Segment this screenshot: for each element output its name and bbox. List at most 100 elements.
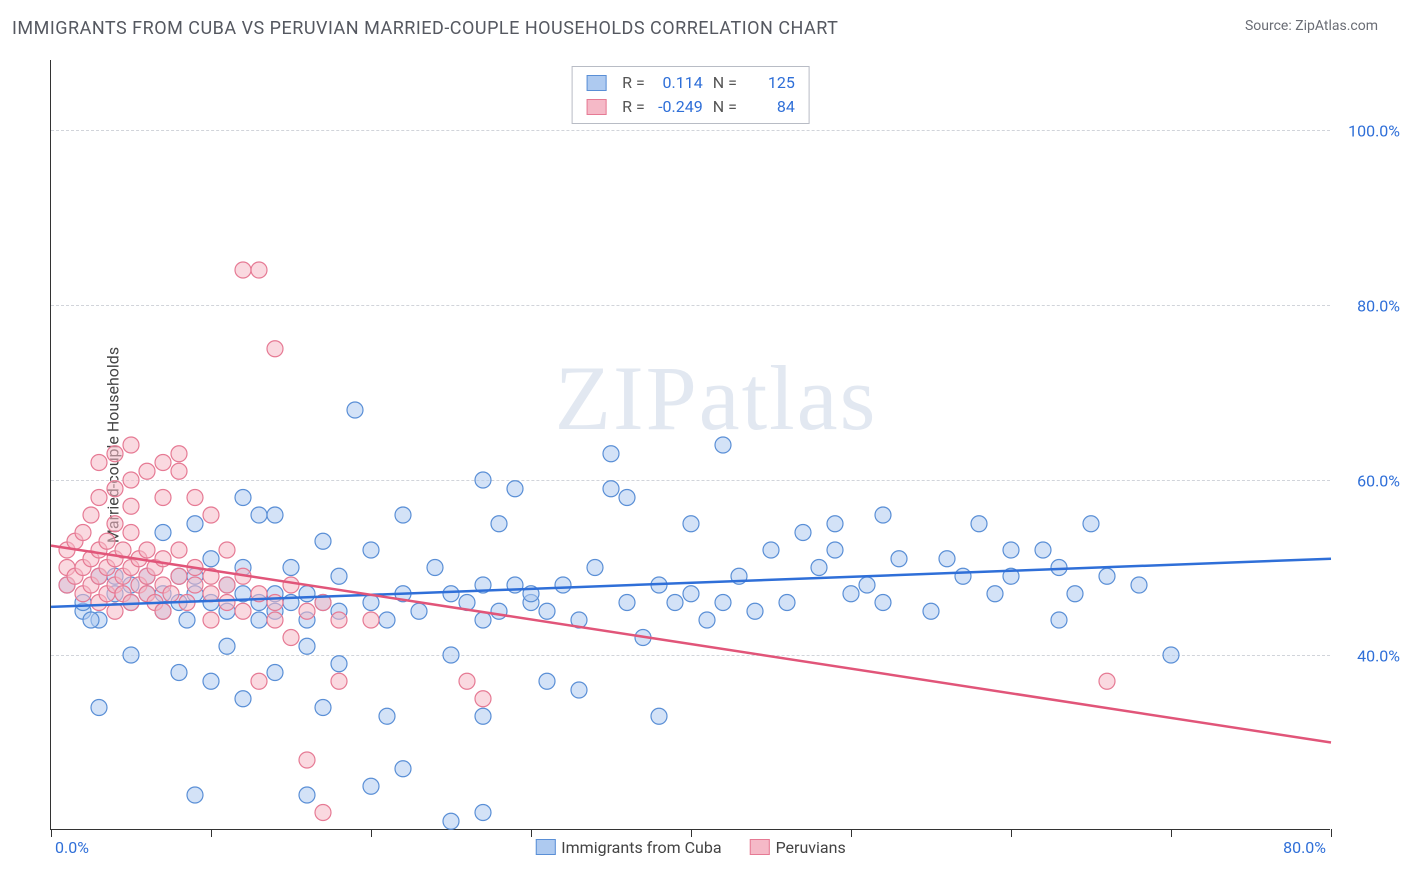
plot-area: Married-couple Households ZIPatlas 40.0%… [50, 60, 1330, 830]
data-point [1099, 568, 1115, 584]
r-value-2: -0.249 [655, 95, 703, 119]
r-label-2: R = [622, 95, 645, 119]
data-point [331, 568, 347, 584]
data-point [1051, 560, 1067, 576]
data-point [235, 262, 251, 278]
data-point [299, 603, 315, 619]
data-point [91, 700, 107, 716]
n-value-2: 84 [747, 95, 795, 119]
data-point [299, 638, 315, 654]
data-point [75, 525, 91, 541]
data-point [443, 586, 459, 602]
data-point [107, 446, 123, 462]
data-point [443, 647, 459, 663]
data-point [251, 673, 267, 689]
data-point [267, 507, 283, 523]
data-point [1003, 542, 1019, 558]
data-point [299, 586, 315, 602]
data-point [1131, 577, 1147, 593]
data-point [315, 533, 331, 549]
data-point [763, 542, 779, 558]
data-point [971, 516, 987, 532]
data-point [163, 586, 179, 602]
data-point [91, 455, 107, 471]
data-point [379, 708, 395, 724]
data-point [123, 472, 139, 488]
data-point [363, 778, 379, 794]
data-point [875, 507, 891, 523]
data-point [203, 551, 219, 567]
data-point [939, 551, 955, 567]
data-point [251, 262, 267, 278]
data-point [187, 516, 203, 532]
data-point [299, 787, 315, 803]
series-legend: Immigrants from Cuba Peruvians [535, 838, 845, 857]
y-tick-label: 40.0% [1340, 647, 1400, 666]
data-point [203, 507, 219, 523]
data-point [187, 490, 203, 506]
data-point [859, 577, 875, 593]
data-point [427, 560, 443, 576]
data-point [219, 638, 235, 654]
x-min-label: 0.0% [55, 838, 89, 857]
legend-item: Immigrants from Cuba [535, 838, 721, 857]
scatter-svg [51, 60, 1330, 829]
data-point [219, 577, 235, 593]
data-point [155, 490, 171, 506]
data-point [171, 568, 187, 584]
data-point [155, 455, 171, 471]
y-tick-label: 100.0% [1340, 122, 1400, 141]
x-tick [1171, 829, 1172, 837]
data-point [475, 612, 491, 628]
r-value-1: 0.114 [655, 71, 703, 95]
data-point [251, 612, 267, 628]
data-point [747, 603, 763, 619]
data-point [891, 551, 907, 567]
data-point [379, 612, 395, 628]
data-point [779, 595, 795, 611]
data-point [1099, 673, 1115, 689]
data-point [683, 516, 699, 532]
legend-row-series-2: R = -0.249 N = 84 [586, 95, 795, 119]
data-point [395, 761, 411, 777]
data-point [155, 603, 171, 619]
x-tick [1011, 829, 1012, 837]
data-point [283, 560, 299, 576]
data-point [827, 542, 843, 558]
data-point [923, 603, 939, 619]
n-value-1: 125 [747, 71, 795, 95]
data-point [827, 516, 843, 532]
data-point [1035, 542, 1051, 558]
legend-swatch [750, 839, 770, 855]
data-point [795, 525, 811, 541]
data-point [619, 595, 635, 611]
legend-swatch [535, 839, 555, 855]
data-point [283, 577, 299, 593]
data-point [171, 542, 187, 558]
x-tick [691, 829, 692, 837]
data-point [155, 525, 171, 541]
data-point [1051, 612, 1067, 628]
data-point [315, 805, 331, 821]
x-tick [531, 829, 532, 837]
source-prefix: Source: [1245, 18, 1295, 34]
data-point [203, 586, 219, 602]
data-point [475, 805, 491, 821]
data-point [299, 752, 315, 768]
data-point [267, 665, 283, 681]
data-point [491, 603, 507, 619]
data-point [267, 341, 283, 357]
data-point [107, 481, 123, 497]
data-point [491, 516, 507, 532]
data-point [987, 586, 1003, 602]
legend-label: Peruvians [776, 838, 846, 857]
data-point [699, 612, 715, 628]
data-point [539, 673, 555, 689]
data-point [475, 472, 491, 488]
data-point [187, 577, 203, 593]
data-point [715, 437, 731, 453]
data-point [219, 542, 235, 558]
n-label-2: N = [713, 95, 737, 119]
data-point [459, 673, 475, 689]
data-point [99, 533, 115, 549]
